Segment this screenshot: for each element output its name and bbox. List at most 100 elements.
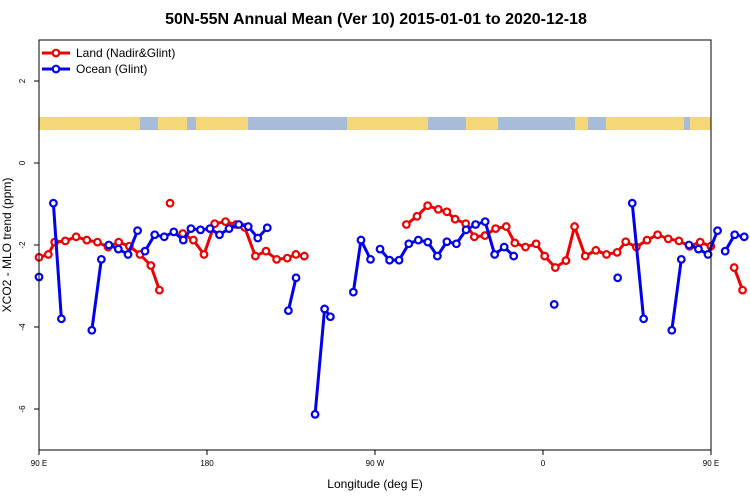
data-point	[540, 251, 550, 261]
data-point	[531, 239, 541, 249]
data-point	[310, 409, 320, 419]
y-tick-label: -2	[18, 241, 27, 249]
land-ocean-mask	[39, 117, 711, 130]
data-point	[580, 251, 590, 261]
data-point	[215, 230, 224, 240]
series-line-segment	[670, 259, 683, 331]
data-point	[272, 254, 282, 264]
series-line-segment	[286, 277, 298, 311]
data-point	[234, 220, 244, 229]
data-point	[261, 246, 271, 256]
data-point	[196, 225, 205, 235]
data-point	[490, 250, 500, 259]
data-point	[57, 314, 66, 324]
data-point	[186, 224, 196, 234]
data-point	[165, 198, 175, 208]
data-point	[71, 232, 81, 242]
data-point	[356, 235, 366, 245]
data-point	[221, 217, 230, 227]
series-line-segment	[630, 203, 646, 319]
data-point	[60, 236, 70, 246]
data-point	[104, 240, 114, 250]
series-line-segment	[51, 203, 63, 319]
data-point	[113, 244, 123, 254]
data-point	[93, 237, 102, 247]
y-axis: -6 -4 -2 0 2	[18, 78, 39, 413]
data-point	[469, 232, 479, 242]
plot-frame	[38, 39, 712, 451]
data-point	[282, 253, 292, 263]
y-tick-label: 0	[18, 160, 27, 165]
data-point	[738, 285, 747, 295]
data-point	[491, 224, 500, 234]
data-point	[442, 207, 452, 217]
y-tick-label: -6	[18, 405, 27, 413]
data-point	[627, 198, 637, 208]
data-point	[613, 273, 623, 283]
data-point	[412, 211, 422, 221]
data-point	[413, 235, 423, 245]
series-line-segment	[351, 235, 372, 293]
x-tick-label: 180	[200, 459, 214, 468]
data-point	[114, 237, 124, 247]
data-point	[442, 237, 452, 247]
x-tick-label: 90 E	[703, 459, 719, 468]
series-line-segment	[688, 230, 719, 257]
data-point	[243, 222, 253, 231]
data-point	[451, 239, 461, 249]
data-point	[150, 230, 160, 240]
data-point	[224, 224, 234, 234]
data-point	[729, 263, 739, 272]
data-point	[510, 238, 520, 248]
data-point	[550, 263, 560, 272]
data-point	[299, 251, 309, 261]
series-line-segment	[90, 259, 103, 331]
x-tick-label: 0	[541, 459, 546, 468]
data-point	[178, 235, 188, 245]
data-point	[188, 235, 198, 245]
data-point	[450, 214, 460, 224]
data-point	[348, 287, 358, 297]
series-ocean	[34, 198, 749, 419]
data-point	[133, 226, 142, 236]
data-point	[325, 312, 335, 322]
chart-title: 50N-55N Annual Mean (Ver 10) 2015-01-01 …	[165, 11, 587, 28]
data-point	[146, 261, 156, 270]
data-point	[291, 250, 301, 259]
data-point	[375, 244, 385, 254]
data-point	[423, 201, 433, 211]
data-point	[404, 239, 414, 249]
data-point	[205, 224, 215, 234]
y-axis-label: XCO2 - MLO trend (ppm)	[0, 178, 14, 313]
data-point	[653, 230, 663, 240]
data-point	[48, 198, 58, 208]
data-point	[43, 250, 53, 259]
x-axis-label: Longitude (deg E)	[327, 477, 422, 491]
data-point	[423, 237, 433, 247]
series-line-segment	[108, 230, 139, 257]
data-point	[703, 250, 713, 259]
data-point	[667, 325, 677, 335]
data-point	[739, 232, 749, 242]
data-point	[385, 255, 394, 265]
data-point	[154, 285, 164, 295]
legend-label: Land (Nadir&Glint)	[76, 46, 175, 60]
data-point	[82, 235, 92, 245]
legend-swatch-marker	[51, 48, 61, 58]
legend-label: Ocean (Glint)	[76, 62, 147, 76]
data-point	[509, 251, 519, 261]
x-tick-label: 90 E	[31, 459, 47, 468]
data-point	[140, 246, 150, 256]
data-point	[253, 233, 263, 243]
legend-swatch-marker	[51, 64, 61, 74]
data-point	[602, 250, 611, 259]
data-point	[521, 242, 530, 252]
legend: Land (Nadir&Glint) Ocean (Glint)	[42, 46, 175, 76]
series-layer	[34, 198, 749, 419]
data-point	[262, 223, 272, 233]
data-point	[401, 220, 411, 229]
y-tick-label: 2	[18, 78, 27, 83]
data-point	[480, 217, 490, 227]
data-point	[501, 222, 511, 231]
